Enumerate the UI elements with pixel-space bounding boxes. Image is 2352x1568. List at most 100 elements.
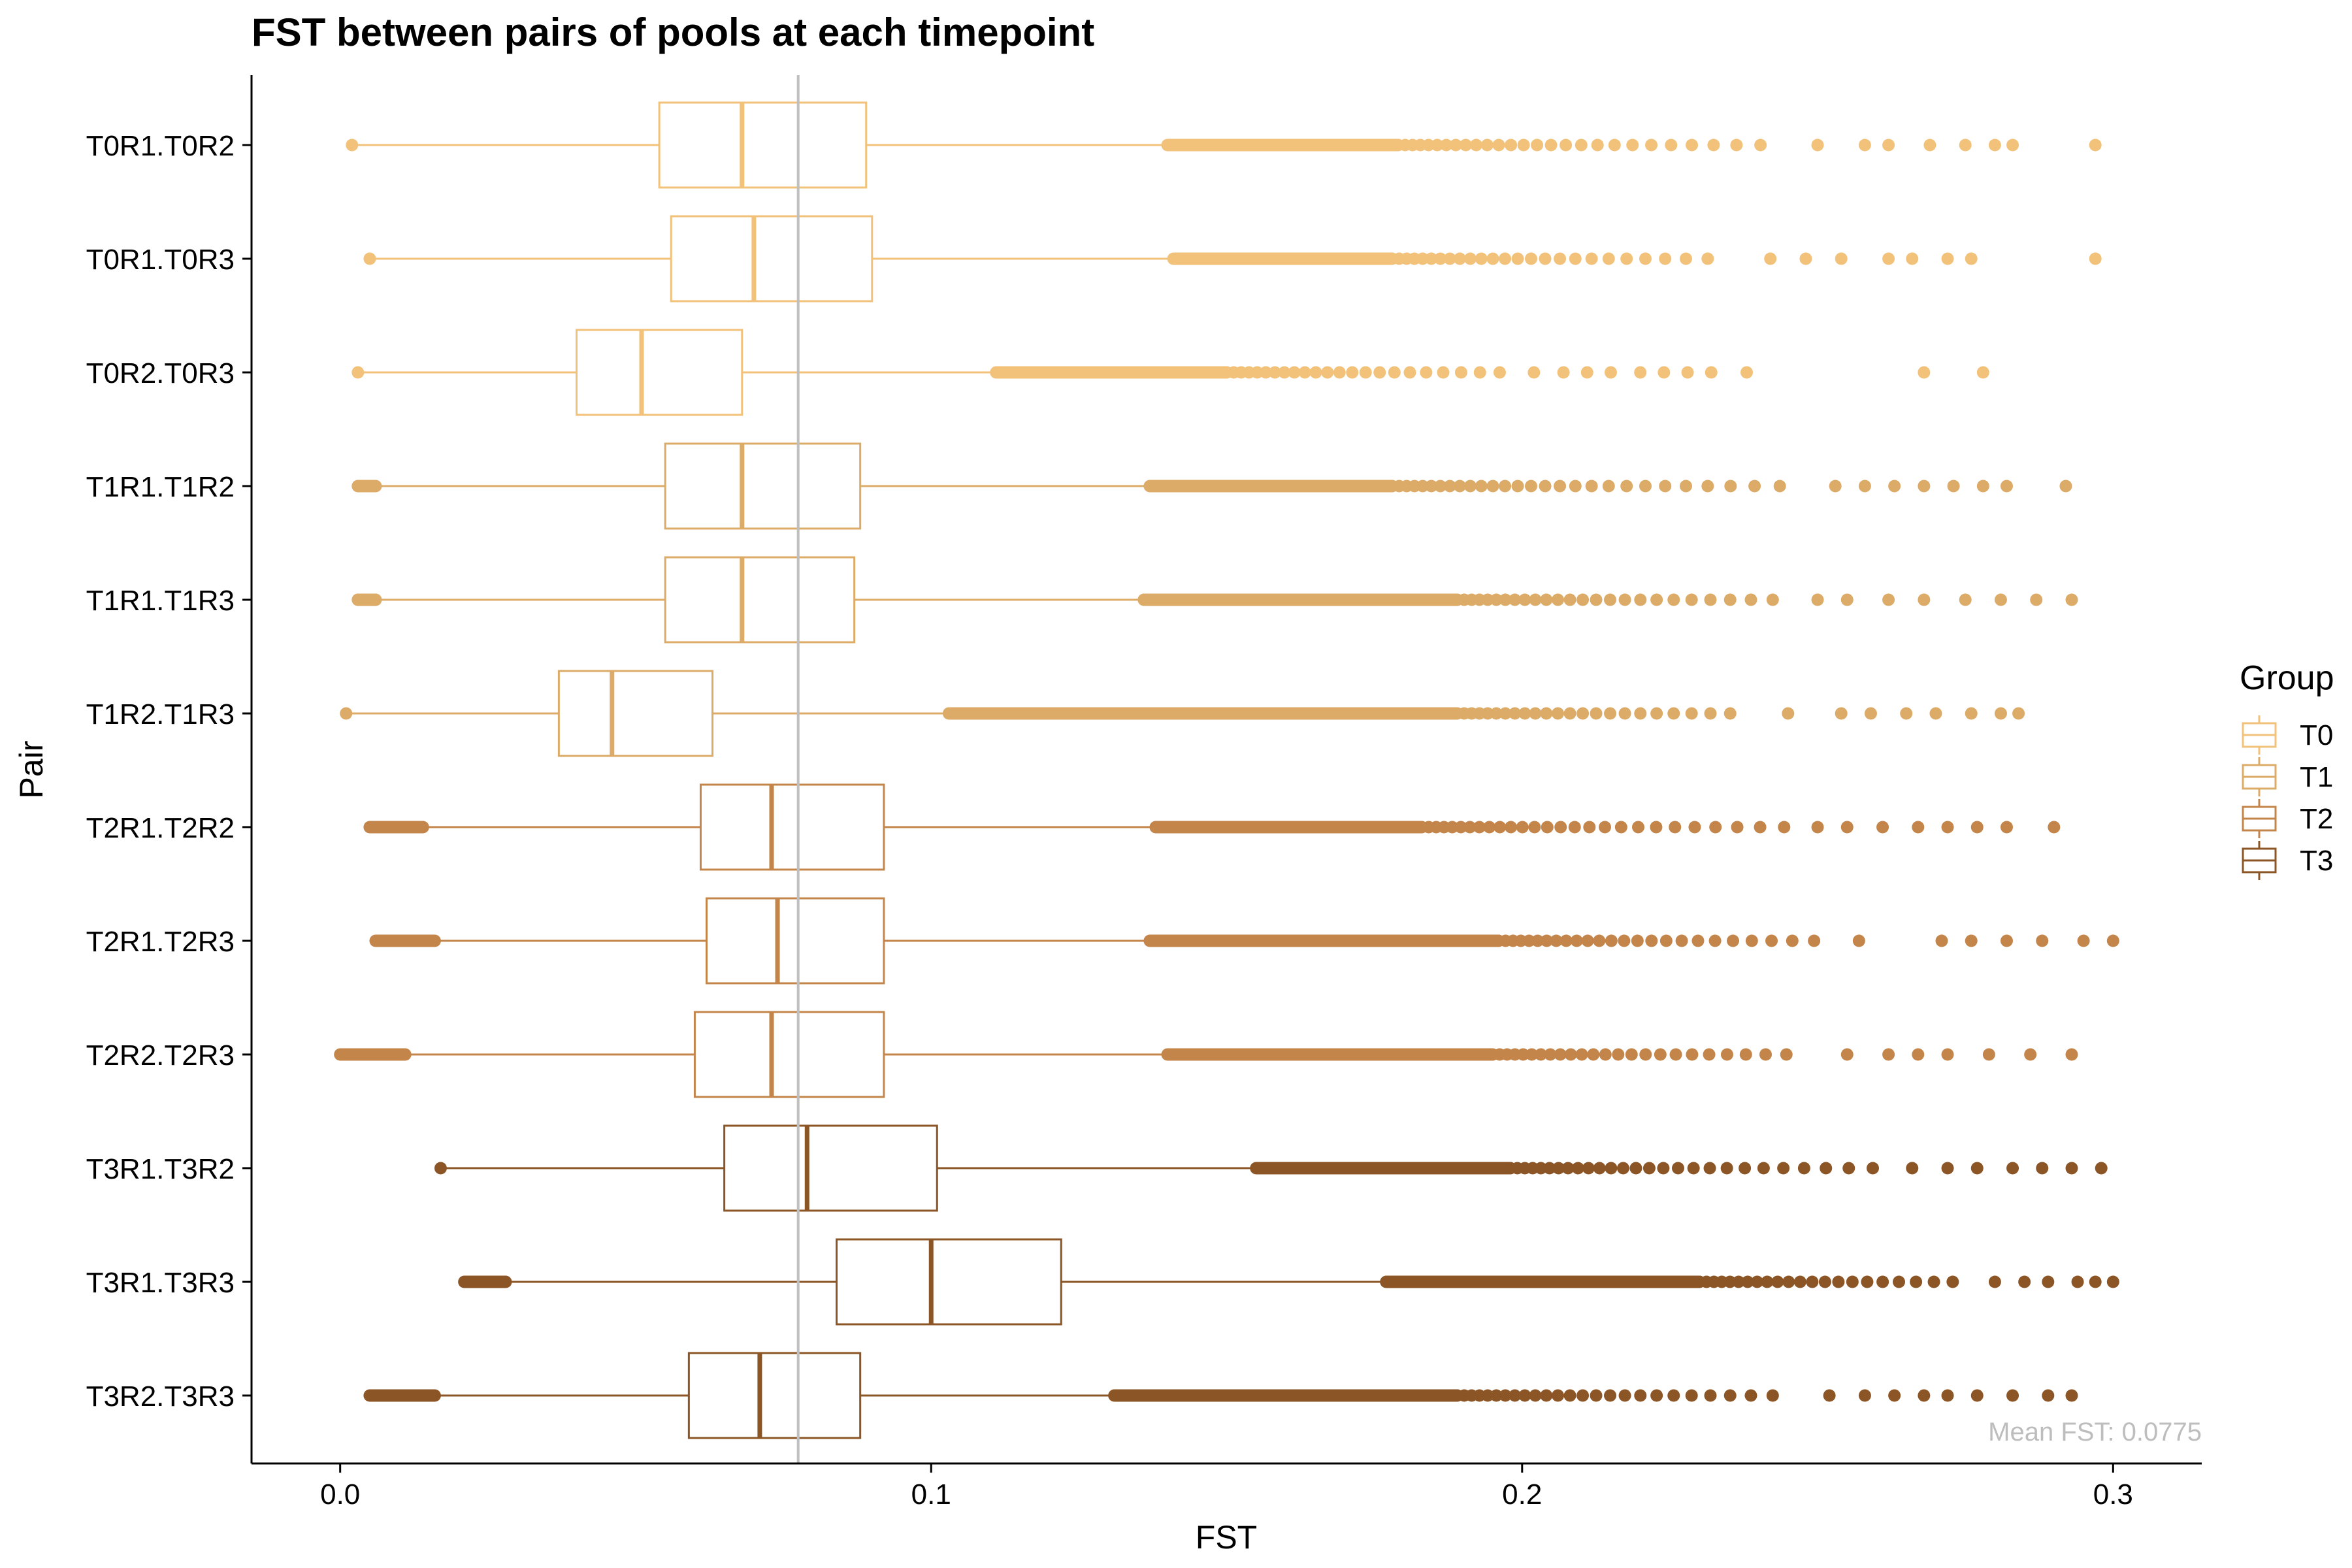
- iqr-box: [687, 1352, 862, 1439]
- outlier-point: [1797, 1162, 1810, 1175]
- outlier-point: [1470, 139, 1483, 152]
- iqr-box: [664, 556, 856, 644]
- outlier-point: [1551, 707, 1564, 720]
- outlier-point: [1552, 1162, 1565, 1175]
- legend-label: T1: [2300, 761, 2333, 793]
- outlier-point: [1416, 480, 1429, 493]
- outlier-point: [1437, 366, 1450, 379]
- outlier-point: [1766, 1389, 1779, 1402]
- outlier-point: [1906, 1162, 1919, 1175]
- outlier-point: [1946, 1275, 1959, 1288]
- outlier-point: [1525, 480, 1538, 493]
- outlier-point: [1724, 480, 1737, 493]
- outlier-point: [1585, 480, 1598, 493]
- iqr-box: [557, 670, 714, 757]
- outlier-point: [1529, 1389, 1542, 1402]
- outlier-point: [1882, 252, 1895, 265]
- outlier-point: [1321, 366, 1334, 379]
- x-axis-ticks: 0.0 0.1 0.2 0.3: [320, 1463, 2133, 1511]
- outlier-point: [1918, 480, 1931, 493]
- outlier-point: [1554, 1048, 1567, 1061]
- outlier-point: [1425, 480, 1438, 493]
- outlier-point: [1540, 593, 1553, 606]
- outlier-point: [1616, 1162, 1629, 1175]
- outlier-point: [1557, 366, 1570, 379]
- outlier-point: [1333, 366, 1346, 379]
- y-tick-label: T2R1.T2R2: [86, 812, 235, 844]
- outlier-point: [1541, 821, 1554, 834]
- legend-label: T0: [2300, 719, 2333, 751]
- outlier-point: [1570, 934, 1583, 947]
- outlier-point: [351, 366, 365, 379]
- outlier-point: [1605, 934, 1618, 947]
- outlier-point: [2106, 1275, 2119, 1288]
- outlier-point: [1947, 480, 1960, 493]
- outlier-point: [1569, 252, 1582, 265]
- outlier-point: [1935, 934, 1948, 947]
- legend-entry-T2: T2: [2242, 799, 2333, 838]
- outlier-point: [1704, 1389, 1717, 1402]
- outlier-point: [1590, 1389, 1603, 1402]
- outlier-point: [1650, 821, 1663, 834]
- outlier-point: [1835, 252, 1848, 265]
- outlier-point: [1701, 480, 1714, 493]
- outlier-point: [1585, 252, 1598, 265]
- outlier-point: [1741, 1275, 1754, 1288]
- outlier-point: [1554, 480, 1567, 493]
- outlier-point: [1888, 1389, 1901, 1402]
- outlier-point: [2059, 480, 2072, 493]
- outlier-point: [1475, 480, 1488, 493]
- outlier-point: [1534, 1162, 1547, 1175]
- outlier-point: [1679, 252, 1692, 265]
- outlier-point: [1518, 593, 1531, 606]
- outlier-point: [1970, 1162, 1984, 1175]
- y-tick-label: T2R1.T2R3: [86, 926, 235, 958]
- outlier-point: [1403, 366, 1416, 379]
- outlier-point: [1473, 366, 1486, 379]
- outlier-point: [1888, 480, 1901, 493]
- outlier-point: [1723, 707, 1737, 720]
- outlier-point: [1829, 480, 1842, 493]
- outlier-point: [1634, 1389, 1647, 1402]
- outlier-point: [1563, 593, 1576, 606]
- outlier-point: [1459, 139, 1472, 152]
- outlier-point: [1534, 1048, 1547, 1061]
- outlier-point: [1754, 139, 1767, 152]
- outlier-point: [1473, 821, 1486, 834]
- iqr-box: [658, 101, 868, 189]
- outlier-point: [1778, 821, 1791, 834]
- outlier-point: [1665, 139, 1678, 152]
- outlier-point: [1912, 1048, 1925, 1061]
- outlier-point: [1988, 1275, 2001, 1288]
- outlier-point: [1278, 366, 1291, 379]
- outlier-point: [1425, 252, 1438, 265]
- outlier-point: [1811, 139, 1824, 152]
- outlier-point: [1723, 1275, 1737, 1288]
- outlier-point: [1667, 593, 1680, 606]
- outlier-point: [1691, 934, 1705, 947]
- outlier-point: [1858, 1389, 1871, 1402]
- outlier-point: [1876, 1275, 1889, 1288]
- y-tick-label: T0R1.T0R2: [86, 130, 235, 162]
- outlier-point: [1786, 934, 1799, 947]
- outlier-point: [1631, 821, 1644, 834]
- outlier-point: [1893, 1275, 1906, 1288]
- outlier-point: [1858, 480, 1871, 493]
- outlier-point: [346, 139, 359, 152]
- outlier-point: [1539, 252, 1552, 265]
- outlier-point: [1434, 480, 1447, 493]
- outlier-point: [1509, 707, 1522, 720]
- outlier-point: [1454, 366, 1467, 379]
- outlier-point: [1587, 1048, 1600, 1061]
- outlier-point: [1493, 366, 1506, 379]
- outlier-point: [1701, 252, 1714, 265]
- outlier-point: [1669, 1048, 1682, 1061]
- outlier-point: [1757, 1162, 1770, 1175]
- outlier-point: [1575, 1048, 1588, 1061]
- outlier-point: [1618, 707, 1631, 720]
- outlier-point: [1639, 480, 1652, 493]
- outlier-point: [1970, 1389, 1984, 1402]
- legend-label: T3: [2300, 845, 2333, 877]
- outlier-point: [1517, 139, 1530, 152]
- outlier-point: [1754, 821, 1767, 834]
